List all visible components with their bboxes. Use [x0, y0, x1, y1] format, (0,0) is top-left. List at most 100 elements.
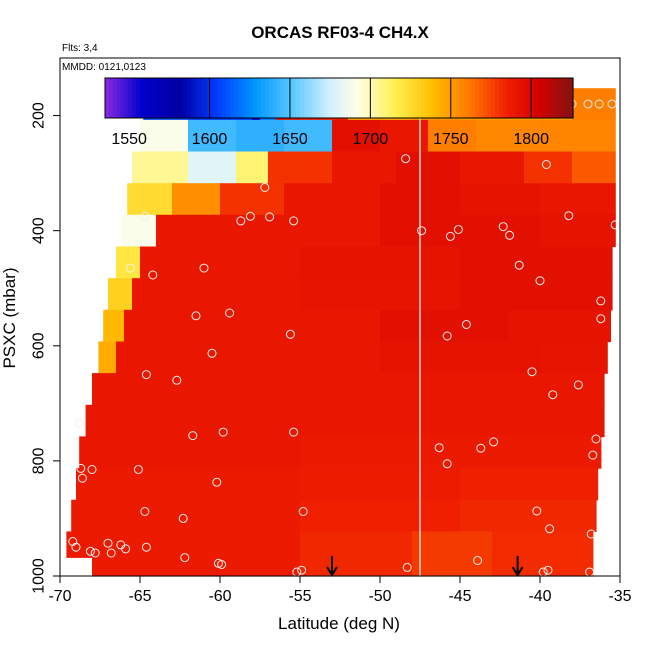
heatmap-cell — [460, 468, 599, 501]
sample-point — [514, 260, 524, 270]
colorbar-swatch — [498, 78, 504, 118]
heatmap-cells — [66, 88, 616, 577]
sample-point — [527, 367, 537, 377]
sample-point — [489, 437, 499, 447]
sample-point — [476, 443, 486, 453]
sample-point — [434, 443, 444, 453]
colorbar-swatch — [167, 78, 172, 118]
colorbar-swatch — [510, 78, 516, 118]
heatmap-cell — [76, 468, 301, 501]
sample-point — [453, 225, 463, 234]
colorbar-swatch — [128, 78, 133, 118]
colorbar-swatch — [522, 78, 527, 118]
heatmap-cell — [116, 246, 141, 279]
heatmap-cell — [300, 557, 413, 577]
heatmap-cell — [492, 557, 594, 577]
sample-point — [285, 329, 295, 339]
sample-point — [74, 419, 84, 428]
colorbar-swatch — [307, 78, 313, 118]
heatmap-cell — [540, 183, 616, 216]
sample-point — [289, 216, 299, 226]
heatmap-cell — [412, 557, 493, 577]
sample-point — [207, 348, 217, 358]
colorbar-swatch — [233, 78, 239, 118]
colorbar-swatch — [339, 78, 344, 118]
colorbar-swatch — [132, 78, 137, 118]
colorbar-swatch — [222, 78, 227, 118]
colorbar-swatch — [210, 78, 215, 118]
colorbar-swatch — [456, 78, 461, 118]
heatmap-cell — [460, 246, 613, 279]
heatmap-cell — [300, 531, 413, 558]
colorbar-swatch — [413, 78, 418, 118]
colorbar-swatch — [565, 78, 570, 118]
colorbar-swatch — [171, 78, 176, 118]
heatmap-cell — [300, 278, 461, 311]
colorbar-swatch — [311, 78, 317, 118]
sample-point — [212, 477, 222, 487]
colorbar-swatch — [280, 78, 285, 118]
colorbar-swatch — [378, 78, 383, 118]
y-tick-label: 1000 — [31, 558, 48, 594]
heatmap-cell — [300, 468, 461, 501]
flights-label: Flts: 3,4 — [62, 43, 98, 54]
y-tick-label: 600 — [31, 332, 48, 359]
colorbar-swatch — [144, 78, 149, 118]
heatmap-cell — [140, 246, 301, 279]
colorbar-swatch — [112, 78, 118, 118]
sample-point — [103, 538, 113, 548]
chart-title: ORCAS RF03-4 CH4.X — [251, 23, 429, 42]
colorbar-swatch — [350, 78, 356, 118]
heatmap-cell — [332, 151, 397, 184]
heatmap-cell — [572, 151, 616, 184]
colorbar-swatch — [370, 78, 375, 118]
x-tick-label: -35 — [608, 588, 631, 605]
colorbar-swatch — [140, 78, 145, 118]
colorbar-swatch — [393, 78, 399, 118]
sample-point — [172, 375, 182, 385]
heatmap-cell — [380, 341, 541, 374]
colorbar-swatch — [420, 78, 426, 118]
colorbar-swatch — [553, 78, 558, 118]
colorbar-swatch — [159, 78, 165, 118]
colorbar-swatch — [105, 78, 110, 118]
sample-point — [121, 544, 131, 554]
heatmap-cell — [396, 151, 461, 184]
colorbar-swatch — [237, 78, 243, 118]
heatmap-cell — [460, 214, 541, 248]
colorbar-swatch — [327, 78, 332, 118]
heatmap-cell — [540, 119, 616, 153]
sample-point — [548, 390, 558, 400]
colorbar-swatch — [409, 78, 414, 118]
colorbar-swatch — [261, 78, 266, 118]
colorbar-swatch — [183, 78, 188, 118]
sample-point — [141, 542, 151, 552]
sample-point — [532, 506, 542, 516]
colorbar-swatch — [116, 78, 122, 118]
colorbar-swatch — [124, 78, 129, 118]
colorbar-swatch — [397, 78, 402, 118]
sample-point — [133, 465, 143, 474]
colorbar-swatch — [175, 78, 180, 118]
sample-point — [402, 562, 412, 572]
colorbar-swatch — [218, 78, 223, 118]
colorbar-swatch — [471, 78, 477, 118]
heatmap-cell — [188, 119, 237, 153]
colorbar-swatch — [530, 78, 535, 118]
sample-point — [573, 380, 583, 390]
colorbar-swatch — [194, 78, 200, 118]
colorbar-swatch — [319, 78, 324, 118]
colorbar-swatch — [483, 78, 488, 118]
colorbar-swatch — [491, 78, 496, 118]
sample-point — [218, 427, 228, 437]
axes: -70 -65 -60 -55 -50 -45 -40 -35 200 400 600 800 1000 — [31, 57, 632, 605]
colorbar-swatch — [257, 78, 262, 118]
colorbar-swatch — [459, 78, 465, 118]
colorbar-swatch — [296, 78, 301, 118]
colorbar-swatch — [253, 78, 258, 118]
colorbar-swatch — [190, 78, 196, 118]
heatmap-cell — [172, 183, 221, 216]
sample-point — [71, 542, 81, 552]
colorbar-swatch — [268, 78, 274, 118]
